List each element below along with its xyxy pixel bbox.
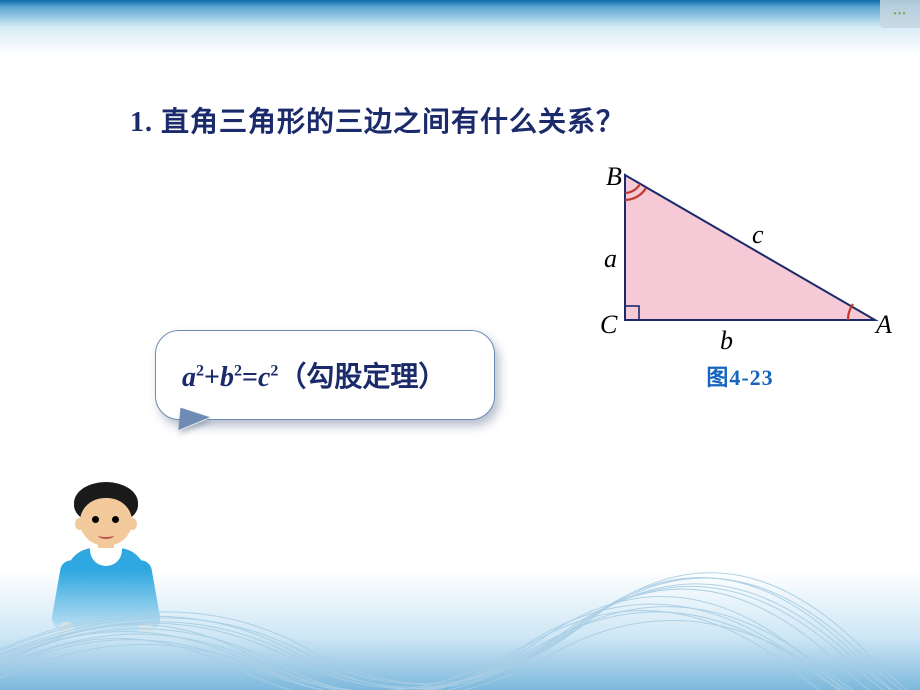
triangle-shape <box>625 175 875 320</box>
boy-eye-right <box>112 516 119 523</box>
bottom-decorative-band <box>0 570 920 690</box>
var-a: a <box>182 362 196 393</box>
corner-watermark: ••• <box>880 0 920 28</box>
triangle-diagram: B C A a b c 图4-23 <box>580 160 900 370</box>
exp-b: 2 <box>234 363 242 380</box>
theorem-name: （勾股定理） <box>278 362 446 393</box>
question-number: 1. <box>130 107 153 138</box>
vertex-label-C: C <box>600 310 617 340</box>
var-b: b <box>220 362 234 393</box>
pythagoras-formula: a2+b2=c2（勾股定理） <box>182 355 446 395</box>
wave-group <box>0 573 920 690</box>
boy-mouth <box>98 532 114 539</box>
speech-bubble: a2+b2=c2（勾股定理） <box>155 330 495 420</box>
question-heading: 1. 直角三角形的三边之间有什么关系？ <box>130 100 625 140</box>
side-label-b: b <box>720 326 733 356</box>
speech-bubble-tail <box>176 410 209 438</box>
var-c: c <box>258 362 270 393</box>
side-label-c: c <box>752 220 764 250</box>
wave-lines-svg <box>0 570 920 690</box>
figure-caption: 图4-23 <box>680 360 800 392</box>
question-text: 直角三角形的三边之间有什么关系？ <box>161 107 625 138</box>
exp-a: 2 <box>196 363 204 380</box>
side-label-a: a <box>604 244 617 274</box>
vertex-label-B: B <box>606 162 622 192</box>
corner-dots: ••• <box>893 9 907 20</box>
triangle-svg <box>580 160 900 370</box>
boy-eye-left <box>92 516 99 523</box>
vertex-label-A: A <box>876 310 892 340</box>
